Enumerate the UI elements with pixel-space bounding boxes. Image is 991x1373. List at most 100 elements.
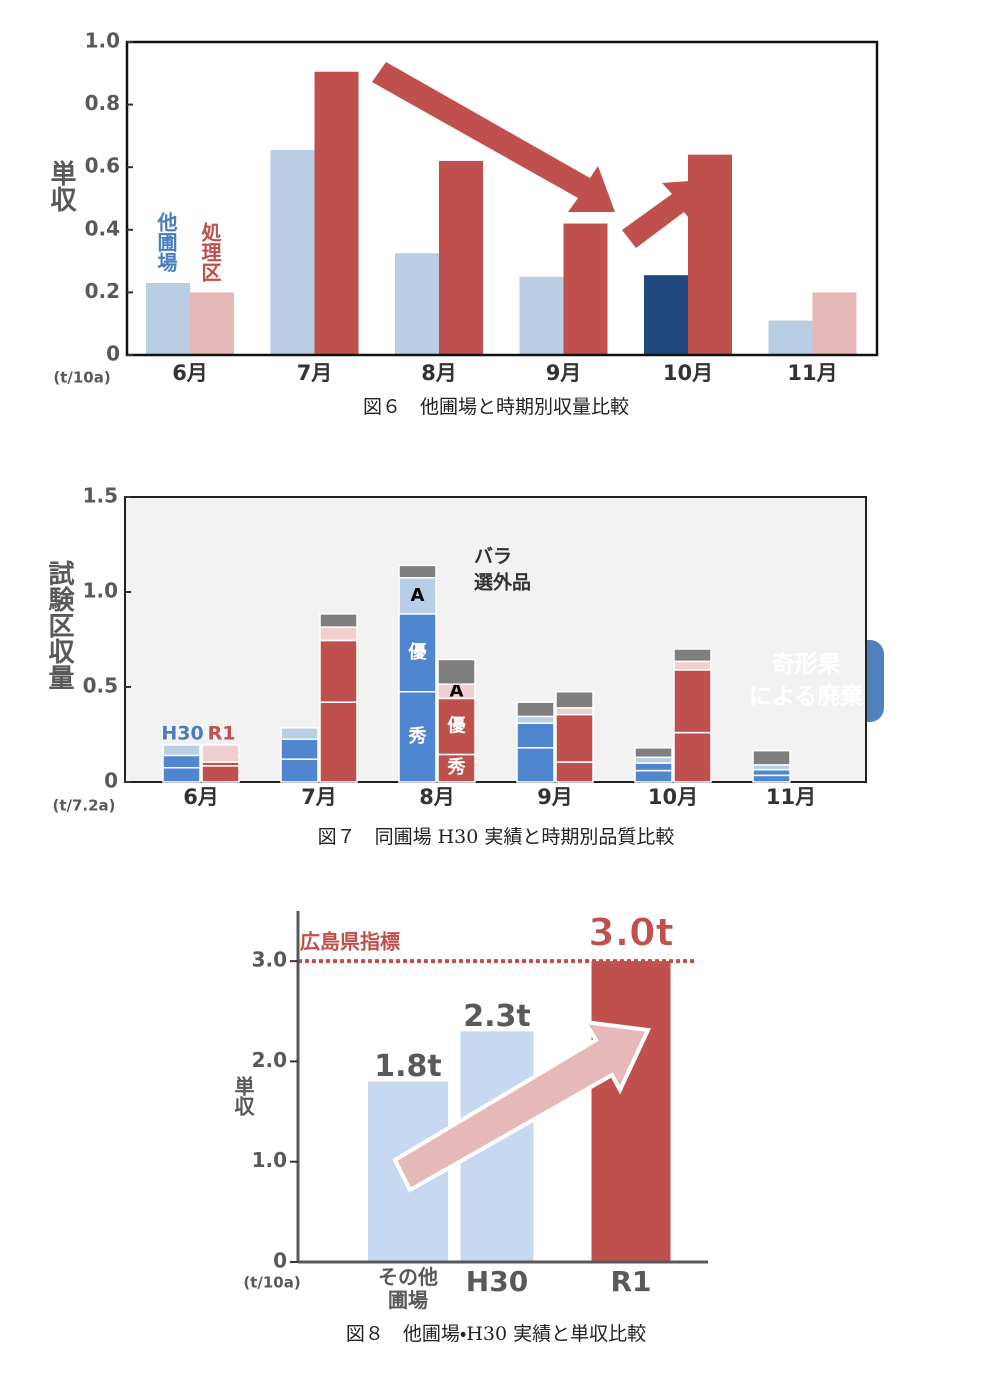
- bar-segment: [673, 669, 712, 734]
- bar: [146, 283, 190, 355]
- annotation: バラ: [474, 546, 512, 568]
- x-tick-label: 11月: [787, 361, 837, 385]
- annotation: 奇形果: [772, 651, 841, 678]
- y-tick-label: 0: [106, 342, 120, 366]
- y-tick-label: 1.0: [252, 1148, 287, 1172]
- bar: [688, 154, 732, 355]
- y-axis-unit: (t/10a): [53, 369, 110, 387]
- bar-segment: [437, 658, 476, 685]
- bar: [314, 71, 359, 356]
- bar-segment: [319, 626, 358, 642]
- x-tick-label: 6月: [172, 361, 208, 385]
- segment-label: 優: [447, 714, 467, 736]
- y-tick-label: 0.4: [85, 216, 120, 240]
- x-tick-label: 10月: [648, 785, 698, 809]
- y-tick-label: 3.0: [252, 948, 287, 972]
- y-tick-label: 0.5: [83, 674, 118, 698]
- trend-arrow: [392, 1019, 651, 1193]
- bar-segment: [398, 564, 437, 579]
- bar-segment: [752, 774, 791, 783]
- x-tick-label: その他 圃場: [378, 1265, 438, 1312]
- y-axis-label: 単収: [46, 160, 76, 212]
- x-tick-label: 10月: [663, 361, 713, 385]
- bar-segment: [673, 660, 712, 671]
- bar-segment: [516, 715, 555, 724]
- value-label: 2.3t: [463, 999, 531, 1034]
- y-tick-label: 0: [104, 769, 118, 793]
- y-axis-label: 試験区収量: [44, 560, 74, 690]
- bar-segment: [162, 744, 201, 757]
- y-tick-label: 2.0: [252, 1048, 287, 1072]
- annotation: による廃棄: [749, 684, 864, 710]
- bar-segment: [516, 722, 555, 749]
- x-tick-label: 8月: [419, 785, 455, 809]
- plot-area: [124, 496, 867, 783]
- y-tick-label: 1.0: [83, 579, 118, 603]
- bar: [644, 275, 688, 355]
- x-tick-label: 8月: [421, 361, 457, 385]
- legend-label: 他圃場: [154, 212, 178, 272]
- segment-label: 秀: [447, 757, 466, 778]
- bar-segment: [752, 749, 791, 766]
- trend-arrow: [622, 180, 703, 248]
- y-tick-label: 0.6: [85, 154, 120, 178]
- y-tick-label: 0.2: [85, 279, 120, 303]
- legend-label: H30: [161, 723, 203, 745]
- value-label: 3.0t: [588, 911, 673, 955]
- bar: [519, 276, 564, 355]
- bar: [270, 149, 315, 355]
- bar: [439, 160, 483, 355]
- bar-segment: [752, 768, 791, 777]
- x-tick-label: 9月: [537, 785, 573, 809]
- bar-segment: [634, 762, 673, 772]
- bar-segment: [319, 639, 358, 703]
- bar-segment: [555, 761, 594, 783]
- annotation: 選外品: [474, 571, 531, 594]
- y-axis-unit: (t/7.2a): [52, 797, 115, 815]
- legend-label: 処理区: [198, 222, 222, 282]
- y-axis-label: 単収: [231, 1076, 255, 1116]
- bar-segment: [162, 754, 201, 769]
- x-tick-label: H30: [465, 1265, 529, 1298]
- bar-segment: [398, 691, 437, 783]
- trend-arrow: [372, 62, 615, 212]
- x-tick-label: R1: [610, 1265, 652, 1298]
- bar-segment: [555, 713, 594, 763]
- x-tick-label: 9月: [546, 361, 582, 385]
- bar-segment: [319, 701, 358, 783]
- bar-segment: [555, 691, 594, 709]
- bar-segment: [673, 648, 712, 663]
- bar: [563, 223, 608, 355]
- plot-frame: [125, 40, 879, 357]
- bar-segment: [280, 727, 319, 740]
- x-tick-label: 11月: [766, 785, 816, 809]
- bar-segment: [516, 747, 555, 783]
- x-tick-label: 7月: [297, 361, 333, 385]
- y-axis-unit: (t/10a): [243, 1274, 300, 1292]
- bar-segment: [437, 753, 476, 783]
- bar-segment: [280, 758, 319, 783]
- bar: [591, 961, 671, 1262]
- bar-segment: [634, 769, 673, 783]
- y-tick-label: 0.8: [85, 91, 120, 115]
- bar: [190, 292, 234, 355]
- bar-segment: [398, 577, 437, 615]
- value-label: 1.8t: [374, 1049, 442, 1084]
- bar-segment: [516, 701, 555, 718]
- segment-label: 秀: [408, 726, 427, 747]
- bar-segment: [634, 756, 673, 764]
- segment-label: A: [411, 585, 425, 606]
- bar: [768, 320, 813, 355]
- bar-segment: [201, 765, 240, 783]
- segment-label: A: [450, 680, 464, 701]
- legend-label: R1: [208, 723, 236, 745]
- bar-segment: [398, 613, 437, 693]
- bar-segment: [319, 613, 358, 628]
- caption: 図６ 他圃場と時期別収量比較: [363, 396, 629, 418]
- x-tick-label: 7月: [301, 785, 337, 809]
- bar-segment: [673, 731, 712, 783]
- x-tick-label: 6月: [183, 785, 219, 809]
- segment-label: 優: [408, 641, 428, 663]
